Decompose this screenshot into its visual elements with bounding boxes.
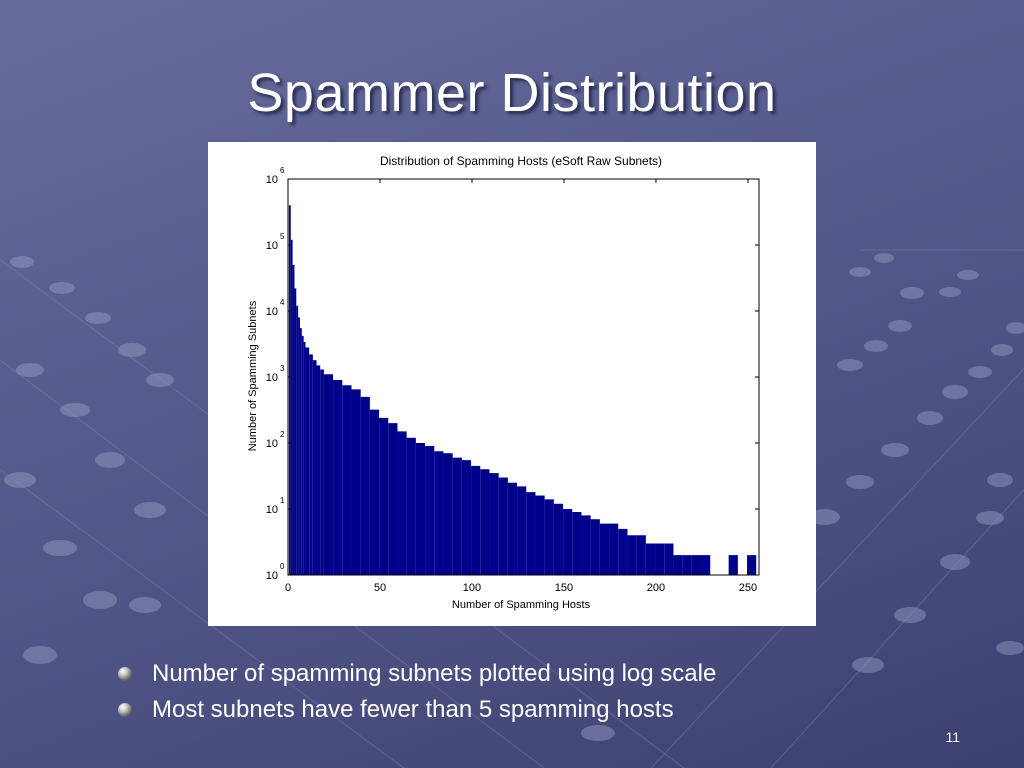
chart-bar [471,465,481,575]
chart-bar [452,457,462,575]
chart-bar [316,365,321,575]
chart-bar [599,523,610,575]
chart-bar [397,431,407,575]
x-tick-label: 0 [285,582,291,594]
chart: Distribution of Spamming Hosts (eSoft Ra… [247,154,760,611]
slide-title: Spammer Distribution [247,63,777,123]
chart-bar [701,555,711,575]
chart-bar [691,555,702,575]
chart-bar [406,437,416,575]
chart-title: Distribution of Spamming Hosts (eSoft Ra… [380,154,662,168]
chart-bar [526,492,536,575]
chart-bar [360,396,370,575]
y-tick-label-exponent: 3 [280,364,285,373]
chart-bar [305,347,310,575]
chart-bar [673,555,683,575]
sphere-bullet-icon [118,667,132,681]
y-tick-label-exponent: 1 [280,496,285,505]
chart-bar [618,528,628,575]
chart-panel: Distribution of Spamming Hosts (eSoft Ra… [208,142,816,626]
chart-bar [425,446,435,575]
chart-bar [288,205,291,575]
x-tick-label: 50 [374,582,386,594]
bullet-item: Most subnets have fewer than 5 spamming … [118,692,716,728]
x-tick-label: 150 [555,582,573,594]
chart-bar [309,354,313,575]
y-tick-label-base: 10 [266,372,278,384]
chart-plot-area [287,178,760,576]
chart-bar [388,423,398,575]
y-tick-label-exponent: 0 [280,562,285,571]
chart-bar [461,460,472,575]
y-tick-label-base: 10 [266,504,278,516]
chart-bar [590,519,600,575]
y-tick-label-base: 10 [266,174,278,186]
y-tick-label-base: 10 [266,306,278,318]
chart-bar [507,482,518,575]
bullet-item: Number of spamming subnets plotted using… [118,656,716,692]
chart-bar [636,535,646,575]
slide-page-number: 11 [945,729,960,745]
chart-bar [299,328,302,575]
chart-bar [682,555,692,575]
chart-bar [323,374,334,575]
y-tick-label-exponent: 2 [280,430,285,439]
chart-x-axis-label: Number of Spamming Hosts [452,599,591,611]
y-tick-label-base: 10 [266,438,278,450]
bullet-text: Most subnets have fewer than 5 spamming … [152,696,674,723]
chart-bar [296,305,299,575]
chart-bar [627,535,637,575]
chart-bar [553,503,564,575]
y-tick-label-exponent: 6 [280,166,285,175]
chart-bar [645,543,656,575]
chart-bar [369,409,380,575]
chart-bar [434,451,444,575]
chart-y-axis-label: Number of Spamming Subnets [247,300,259,451]
chart-bar [303,341,306,575]
chart-bar [301,335,304,575]
chart-bar [535,495,545,575]
chart-bar [415,443,426,575]
chart-bar [320,369,324,575]
chart-bar [312,360,317,575]
bullet-text: Number of spamming subnets plotted using… [152,660,717,687]
sphere-bullet-icon [118,703,132,717]
bullet-list: Number of spamming subnets plotted using… [118,656,716,728]
chart-bar [544,499,554,575]
chart-bar [298,317,300,575]
chart-bar [333,380,343,575]
y-tick-label-exponent: 4 [280,298,285,307]
chart-bar [581,515,591,575]
chart-bar [290,239,293,575]
chart-bar [342,385,352,575]
chart-bar [728,555,738,575]
chart-bar [489,473,499,575]
x-tick-label: 100 [463,582,481,594]
chart-bars [288,205,757,575]
chart-bar [443,453,453,575]
chart-bar [563,509,573,575]
chart-bar [351,389,361,575]
y-tick-label-base: 10 [266,240,278,252]
chart-bar [379,417,389,575]
chart-bar [747,555,757,575]
y-tick-label-exponent: 5 [280,232,285,241]
chart-bar [572,512,582,575]
chart-bar [498,477,508,575]
chart-bar [480,469,490,575]
y-tick-label-base: 10 [266,570,278,582]
x-tick-label: 200 [647,582,665,594]
chart-bar [664,543,674,575]
chart-bar [655,543,665,575]
chart-bar [292,264,295,575]
chart-bar [609,523,619,575]
chart-bar [294,288,297,575]
chart-bar [517,486,527,575]
x-tick-label: 250 [739,582,757,594]
